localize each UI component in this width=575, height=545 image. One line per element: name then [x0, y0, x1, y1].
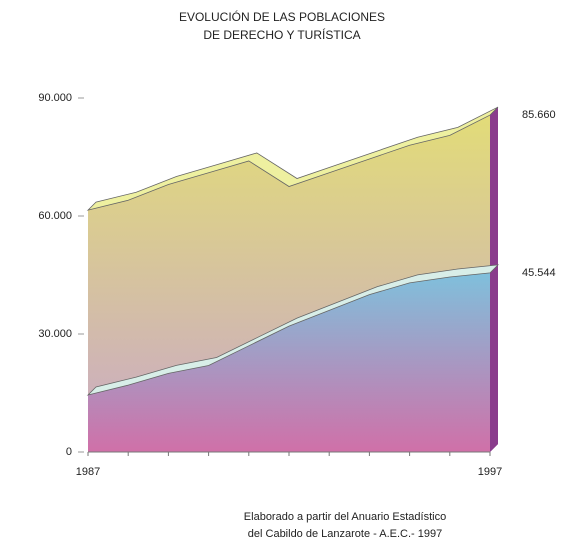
- x-tick-label: 1987: [76, 466, 100, 478]
- end-label: 45.544: [522, 267, 556, 279]
- page: EVOLUCIÓN DE LAS POBLACIONES DE DERECHO …: [0, 0, 575, 545]
- source-note: del Cabildo de Lanzarote - A.E.C.- 1997: [248, 528, 442, 540]
- y-tick-label: 60.000: [38, 210, 72, 222]
- chart-title: EVOLUCIÓN DE LAS POBLACIONES: [179, 9, 385, 24]
- side-face: [490, 265, 498, 452]
- y-tick-label: 90.000: [38, 92, 72, 104]
- y-tick-label: 30.000: [38, 328, 72, 340]
- x-tick-label: 1997: [478, 466, 502, 478]
- end-label: 85.660: [522, 109, 556, 121]
- chart-title: DE DERECHO Y TURÍSTICA: [203, 27, 360, 42]
- source-note: Elaborado a partir del Anuario Estadísti…: [244, 511, 446, 523]
- chart: EVOLUCIÓN DE LAS POBLACIONES DE DERECHO …: [0, 0, 575, 545]
- y-tick-label: 0: [66, 446, 72, 458]
